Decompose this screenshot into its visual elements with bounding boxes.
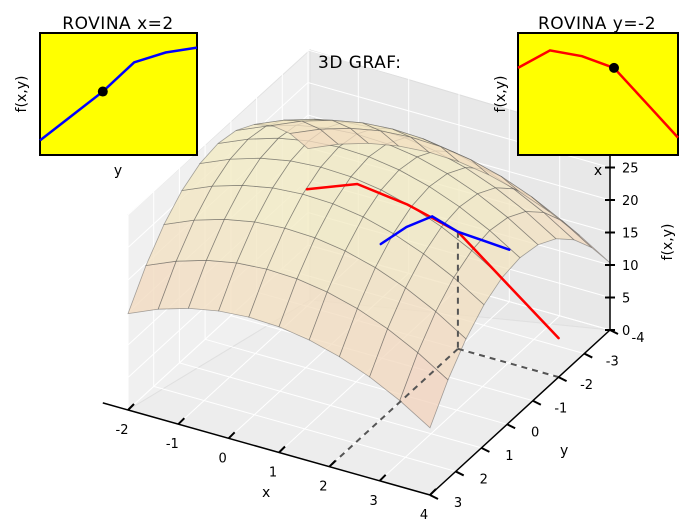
y-tick-mark: [429, 494, 439, 500]
y-axis: -4 -3 -2 -1 0 1 2 3: [429, 329, 645, 511]
y-tick-label: 0: [531, 425, 539, 440]
inset-x-fixed-plot-area: [39, 32, 198, 156]
z-axis-label: f(x,y): [660, 224, 676, 261]
z-tick-label: 15: [622, 227, 639, 242]
x-axis-line: [102, 402, 431, 496]
x-tick-mark: [328, 459, 337, 468]
y-tick-mark: [583, 352, 593, 359]
inset-x-fixed-series-line: [39, 46, 198, 142]
surface-patch: [399, 351, 449, 429]
y-tick-mark: [558, 376, 568, 383]
x-tick-mark: [177, 417, 186, 425]
surface-patch: [561, 220, 611, 264]
z-axis: 051015202530: [605, 129, 639, 339]
inset-y-fixed-plot-area: [517, 32, 679, 156]
inset-y-fixed: ROVINA y=-2 x f(x,y): [493, 14, 679, 179]
inset-x-fixed-xlabel: y: [114, 163, 122, 179]
x-tick-mark: [278, 445, 286, 454]
x-tick-label: 1: [269, 466, 277, 481]
z-tick-label: 20: [622, 194, 639, 209]
y-tick-label: -4: [632, 331, 645, 346]
inset-y-fixed-marker: [609, 62, 619, 73]
x-axis: -2 -1 0 1 2 3 4: [102, 402, 437, 523]
z-tick-label: 10: [622, 259, 639, 274]
inset-y-fixed-title: ROVINA y=-2: [538, 14, 656, 34]
y-tick-mark: [455, 470, 465, 477]
y-tick-mark: [480, 446, 490, 453]
x-tick-mark: [127, 403, 135, 411]
projection-to-x-axis: [328, 348, 459, 468]
y-tick-mark: [506, 423, 516, 430]
y-axis-line: [429, 329, 611, 496]
y-tick-label: 2: [480, 472, 488, 487]
z-tick-label: 0: [622, 324, 630, 339]
inset-y-fixed-series-line: [517, 49, 679, 139]
series-curve-y-fixed: [305, 182, 560, 340]
inset-y-fixed-xlabel: x: [594, 163, 602, 179]
chart-title: 3D GRAF:: [318, 53, 401, 73]
z-tick-label: 5: [622, 292, 630, 307]
surface-mesh: [127, 118, 611, 429]
y-tick-label: 3: [454, 496, 462, 511]
y-axis-label: y: [560, 443, 568, 459]
inset-x-fixed-title: ROVINA x=2: [62, 14, 173, 34]
y-tick-label: -1: [554, 402, 567, 417]
projection-dashes: [328, 231, 559, 468]
inset-y-fixed-ylabel: f(x,y): [493, 76, 509, 113]
x-tick-label: 4: [420, 508, 428, 523]
z-tick-label: 25: [622, 162, 639, 177]
x-tick-label: 0: [219, 451, 227, 466]
x-axis-label: x: [262, 485, 270, 501]
series-curve-x-fixed: [379, 215, 511, 251]
inset-x-fixed-ylabel: f(x,y): [14, 76, 30, 113]
x-tick-label: 3: [370, 494, 378, 509]
x-tick-label: -1: [166, 437, 179, 452]
x-tick-mark: [378, 474, 387, 482]
y-tick-label: -2: [580, 378, 593, 393]
x-tick-mark: [227, 431, 236, 440]
x-tick-label: -2: [116, 423, 129, 438]
x-tick-label: 2: [319, 480, 327, 495]
y-tick-mark: [532, 399, 542, 406]
inset-x-fixed: ROVINA x=2 y f(x,y): [14, 14, 198, 179]
inset-x-fixed-marker: [97, 86, 108, 97]
y-tick-label: 1: [505, 449, 513, 464]
y-tick-label: -3: [606, 355, 619, 370]
